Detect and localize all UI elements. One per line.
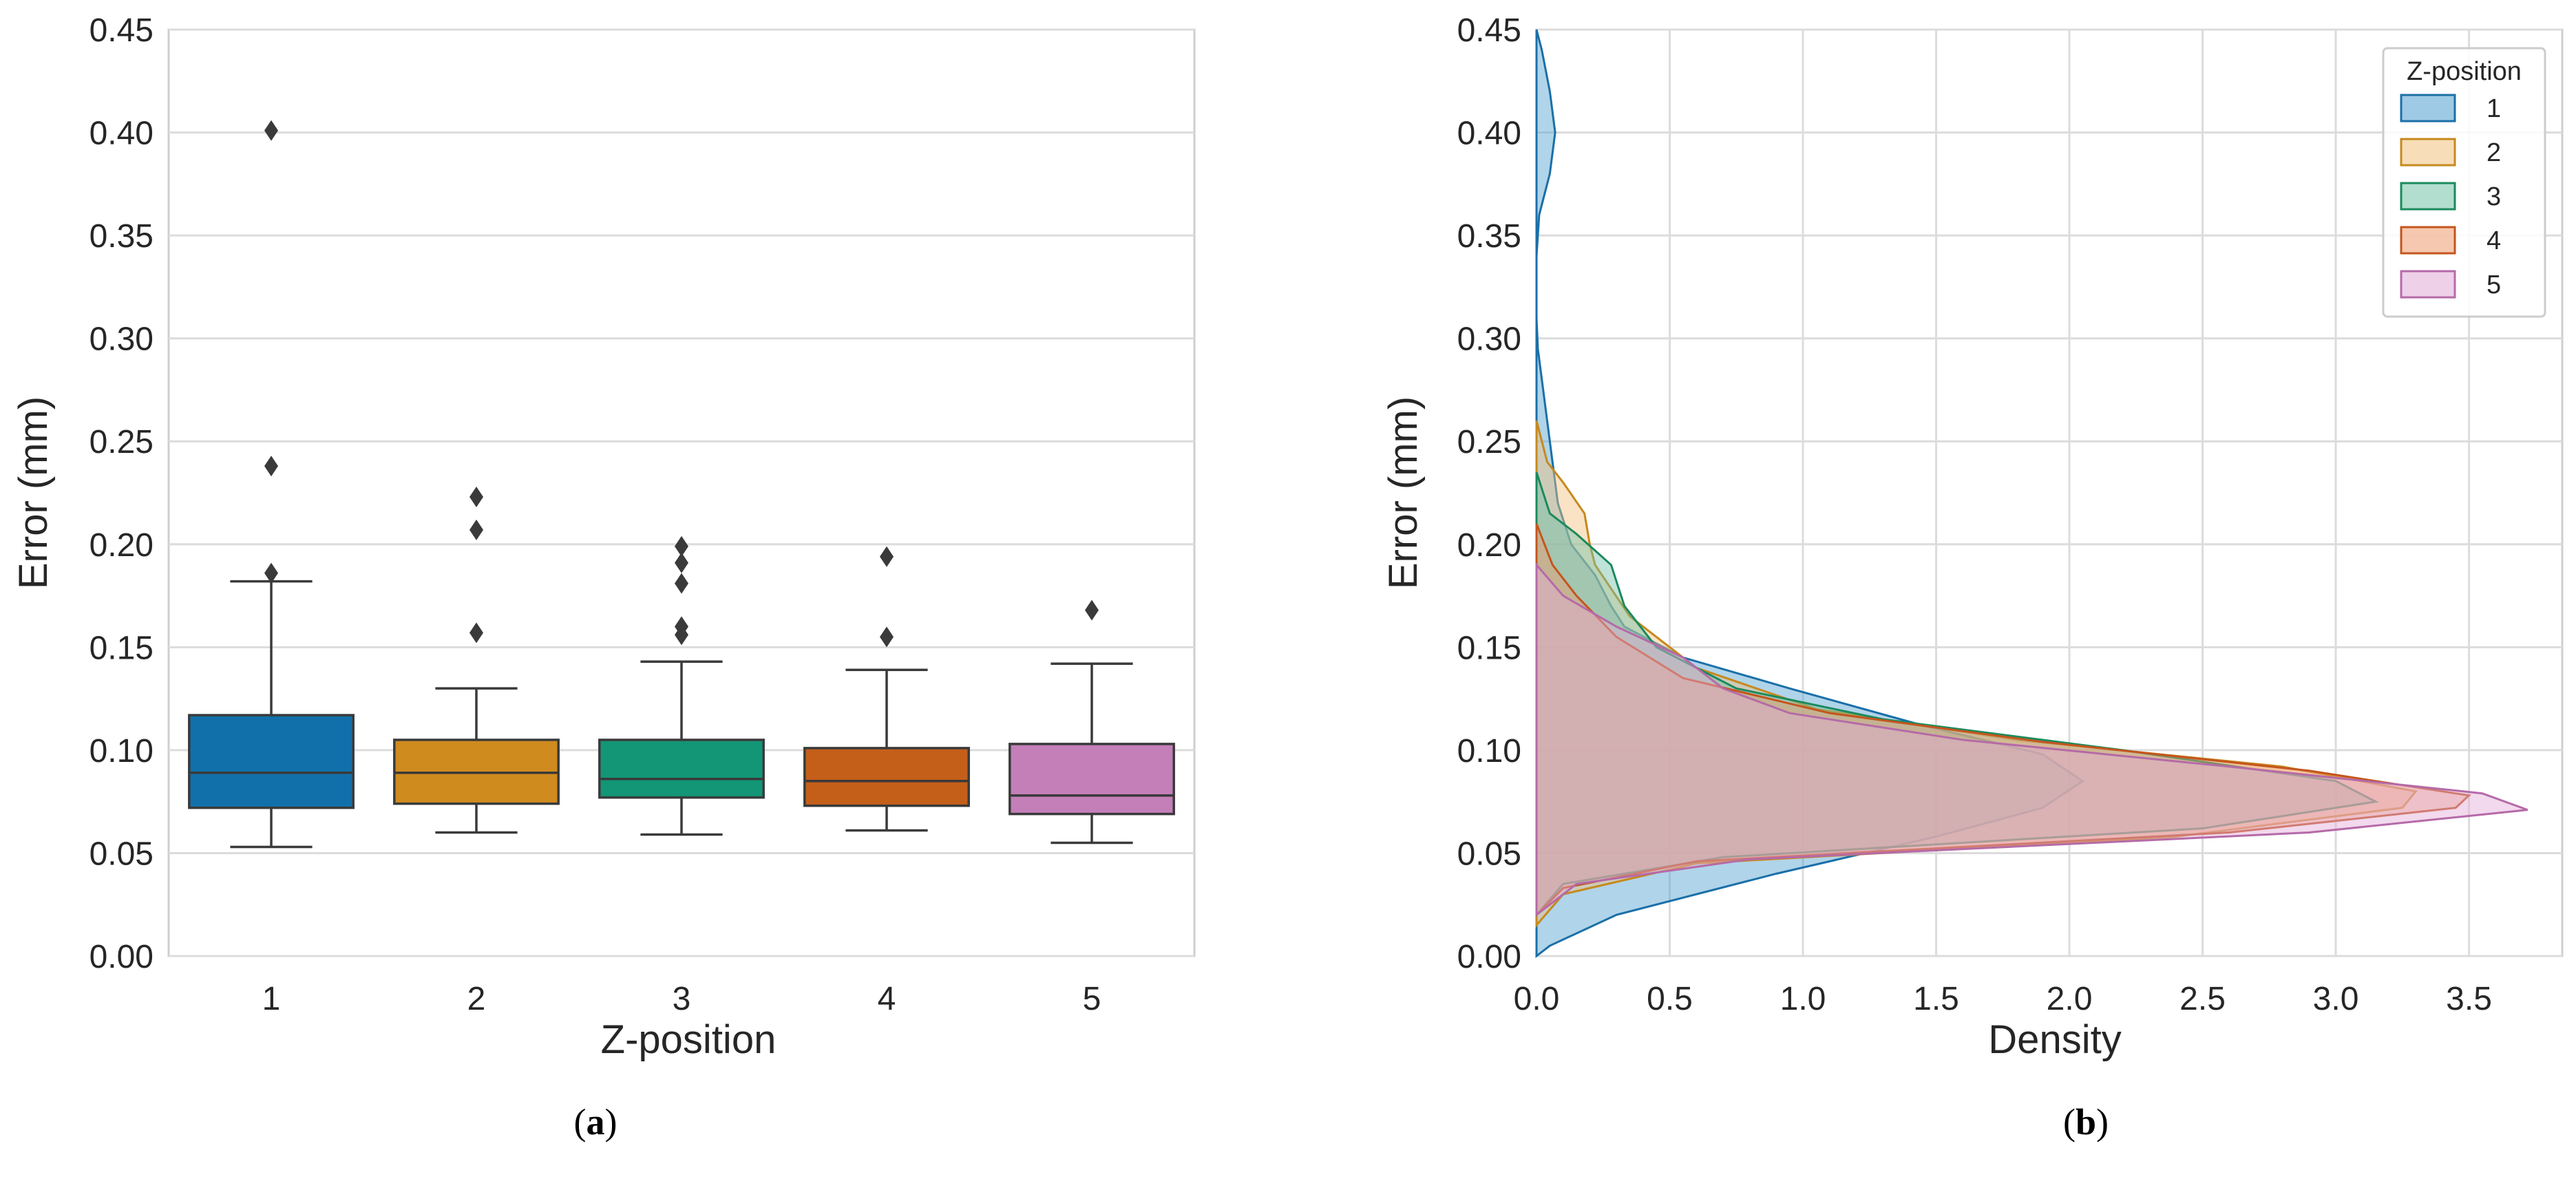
boxplot-panel: 0.00 0.05 0.10 0.15 0.20 0.25 0.30 0.35 0.40 0.45… (11, 12, 1196, 1143)
density-y-tick-label: 0.25 (1457, 424, 1521, 460)
boxplot-y-axis-label: Error (mm) (11, 396, 56, 589)
boxplot-x-tick-label: 2 (467, 981, 486, 1017)
legend-entry-label: 2 (2487, 138, 2501, 167)
boxplot-y-tick-label: 0.00 (89, 939, 154, 975)
boxplot-y-tick-label: 0.05 (89, 836, 154, 872)
box-group (598, 535, 765, 836)
density-x-tick-labels: 0.0 0.5 1.0 1.5 2.0 2.5 3.0 3.5 (1514, 981, 2492, 1017)
boxplot-x-axis-label: Z-position (601, 1017, 777, 1062)
density-area-series (1535, 29, 2085, 959)
box-outlier-marker (675, 552, 688, 573)
box-outlier-marker (675, 573, 688, 594)
box-outlier-marker (264, 120, 278, 141)
density-y-tick-labels: 0.00 0.05 0.10 0.15 0.20 0.25 0.30 0.35 0.40 0.45 (1457, 12, 1521, 975)
density-areas (1535, 29, 2529, 959)
boxplot-y-tick-label: 0.45 (89, 12, 154, 49)
boxplot-x-tick-labels: 1 2 3 4 5 (262, 981, 1101, 1017)
box-outlier-marker (469, 486, 483, 507)
boxplot-gridlines (169, 28, 1194, 957)
density-y-tick-label: 0.35 (1457, 218, 1521, 255)
legend-entry-label: 5 (2487, 270, 2501, 299)
legend-title: Z-position (2407, 57, 2522, 86)
density-y-tick-label: 0.05 (1457, 836, 1521, 872)
panel-a-caption: (a) (574, 1101, 617, 1143)
legend-swatch (2400, 138, 2456, 167)
box-body (188, 714, 355, 809)
box-outlier-marker (469, 519, 483, 540)
density-x-tick-label: 3.5 (2446, 981, 2492, 1017)
boxplot-y-tick-label: 0.30 (89, 321, 154, 358)
boxplot-boxes (188, 120, 1175, 849)
density-panel: 0.000.050.100.150.200.250.300.350.400.45… (1381, 12, 2564, 1143)
density-y-tick-label: 0.45 (1457, 12, 1521, 49)
density-y-tick-label: 0.00 (1457, 939, 1521, 975)
panel-b-letter: b (2076, 1101, 2096, 1143)
density-x-tick-label: 3.0 (2313, 981, 2359, 1017)
box-group (1009, 600, 1175, 845)
boxplot-y-tick-label: 0.40 (89, 116, 154, 152)
legend-swatch (2400, 270, 2456, 299)
box-outlier-marker (469, 622, 483, 644)
box-group (803, 546, 970, 832)
box-outlier-marker (264, 456, 278, 477)
density-area-series (1535, 420, 2418, 929)
boxplot-x-tick-label: 3 (673, 981, 691, 1017)
density-y-tick-label: 0.40 (1457, 116, 1521, 152)
panel-b-caption: (b) (2063, 1101, 2109, 1143)
legend-entry-label: 3 (2487, 182, 2501, 211)
box-body (1009, 743, 1175, 816)
panel-a-letter: a (587, 1101, 605, 1143)
density-x-tick-label: 0.0 (1514, 981, 1560, 1017)
boxplot-y-tick-label: 0.20 (89, 527, 154, 564)
box-outlier-marker (675, 624, 688, 646)
density-x-axis-label: Density (1988, 1017, 2121, 1062)
box-outlier-marker (675, 535, 688, 557)
density-x-tick-label: 1.5 (1913, 981, 1959, 1017)
boxplot-y-tick-label: 0.15 (89, 630, 154, 666)
density-y-axis-label: Error (mm) (1381, 396, 1426, 589)
density-x-tick-label: 2.5 (2179, 981, 2226, 1017)
boxplot-y-tick-labels: 0.00 0.05 0.10 0.15 0.20 0.25 0.30 0.35 0.40 0.45 (89, 12, 154, 975)
boxplot-x-tick-label: 5 (1083, 981, 1101, 1017)
density-gridlines (1535, 28, 2562, 957)
legend-swatch (2400, 226, 2456, 255)
legend-swatch (2400, 182, 2456, 211)
box-outlier-marker (880, 626, 894, 648)
boxplot-y-tick-label: 0.10 (89, 733, 154, 770)
density-area-series (1535, 471, 2379, 918)
box-group (188, 120, 355, 849)
legend-entry-label: 4 (2487, 226, 2501, 255)
box-outlier-marker (1085, 600, 1099, 621)
box-body (598, 739, 765, 799)
density-legend: Z-position 1 2 3 4 5 (2382, 47, 2546, 318)
density-x-tick-label: 0.5 (1647, 981, 1693, 1017)
boxplot-y-tick-label: 0.35 (89, 218, 154, 255)
density-area-series (1535, 562, 2529, 917)
box-group (393, 486, 560, 834)
box-body (803, 747, 970, 807)
legend-swatch (2400, 94, 2456, 123)
box-outlier-marker (880, 546, 894, 567)
density-y-tick-label: 0.20 (1457, 527, 1521, 564)
density-x-tick-label: 1.0 (1780, 981, 1826, 1017)
boxplot-x-tick-label: 4 (878, 981, 896, 1017)
legend-entry-label: 1 (2487, 94, 2501, 123)
density-y-tick-label: 0.10 (1457, 733, 1521, 770)
density-area-series (1535, 523, 2471, 917)
box-outlier-marker (264, 562, 278, 584)
boxplot-x-tick-label: 1 (262, 981, 281, 1017)
density-y-tick-label: 0.15 (1457, 630, 1521, 666)
boxplot-y-tick-label: 0.25 (89, 424, 154, 460)
density-x-tick-label: 2.0 (2047, 981, 2093, 1017)
density-y-tick-label: 0.30 (1457, 321, 1521, 358)
